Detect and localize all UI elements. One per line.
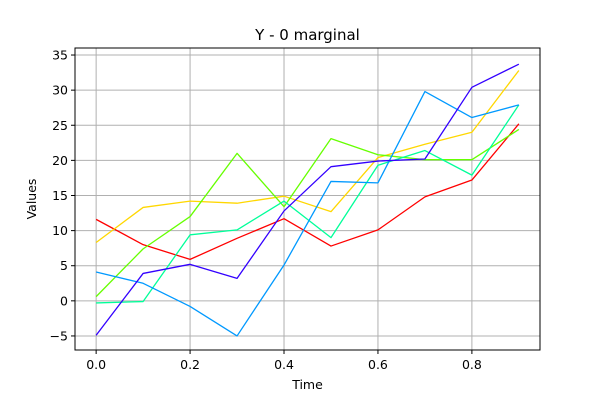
- x-tick-label: 0.2: [180, 357, 200, 372]
- y-tick-label: 35: [52, 48, 68, 63]
- x-tick-label: 0.6: [368, 357, 388, 372]
- y-tick-label: 30: [52, 83, 68, 98]
- y-tick-label: 5: [60, 258, 68, 273]
- x-axis-title: Time: [291, 377, 323, 392]
- x-tick-label: 0.8: [462, 357, 482, 372]
- plot-frame: [74, 47, 541, 351]
- y-tick-label: 25: [52, 118, 68, 133]
- series-line-6: [95, 63, 520, 336]
- series-line-4: [96, 104, 520, 304]
- series-line-3: [95, 128, 520, 298]
- y-tick-label: 0: [60, 293, 68, 308]
- y-tick-label: 10: [52, 223, 68, 238]
- x-axis: 0.0 0.2 0.4 0.6 0.8: [86, 350, 482, 372]
- grid: [75, 48, 540, 350]
- y-tick-label: 20: [52, 153, 68, 168]
- series-line-2: [95, 70, 520, 244]
- y-axis-title: Values: [24, 179, 39, 220]
- y-tick-label: −5: [50, 328, 68, 343]
- x-tick-label: 0.0: [86, 357, 106, 372]
- series-line-5: [95, 90, 520, 337]
- series-line-1: [95, 123, 520, 261]
- chart-title: Y - 0 marginal: [254, 26, 360, 44]
- y-tick-label: 15: [52, 188, 68, 203]
- y-axis: −5 0 5 10 15 20 25 30 35: [50, 48, 75, 343]
- x-tick-label: 0.4: [274, 357, 294, 372]
- series-group: [95, 63, 520, 337]
